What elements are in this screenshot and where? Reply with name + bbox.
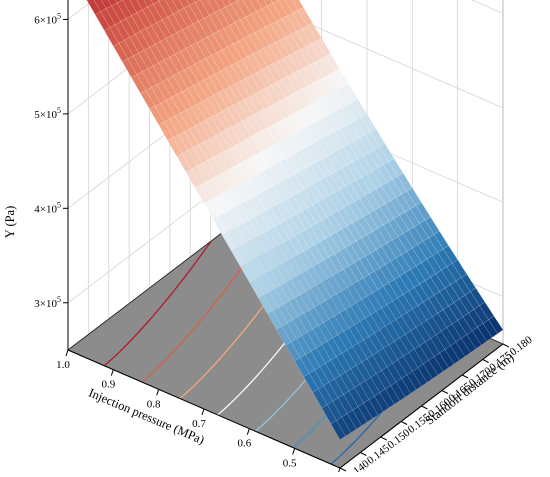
z-tick-label-1: 4×105 (34, 200, 61, 215)
y-tick-mark-2 (381, 437, 387, 440)
y-tick-mark-5 (442, 391, 448, 394)
x-tick-label-4: 0.6 (237, 438, 251, 450)
y-tick-mark-8 (503, 344, 509, 347)
y-tick-mark-0 (340, 468, 346, 471)
y-tick-mark-6 (462, 375, 468, 378)
y-tick-mark-1 (360, 453, 366, 456)
x-tick-mark-3 (202, 409, 204, 415)
z-tick-label-0: 3×105 (34, 295, 61, 310)
x-tick-label-5: 0.5 (283, 457, 297, 469)
x-tick-label-2: 0.8 (147, 398, 161, 410)
x-tick-mark-6 (338, 468, 340, 472)
z-axis-title: Y (Pa) (3, 206, 17, 239)
y-tick-mark-3 (401, 422, 407, 425)
x-tick-label-1: 0.9 (101, 379, 115, 391)
x-tick-label-0: 1.0 (56, 359, 70, 371)
y-tick-label-8: 0.180 (508, 334, 535, 359)
x-tick-mark-5 (293, 448, 295, 454)
y-tick-mark-4 (422, 406, 428, 409)
y-tick-mark-7 (483, 360, 489, 363)
z-tick-label-2: 5×105 (34, 106, 61, 121)
x-tick-mark-2 (157, 389, 159, 395)
z-tick-label-3: 6×105 (34, 11, 61, 26)
x-tick-mark-4 (247, 429, 249, 435)
x-tick-mark-1 (111, 370, 113, 376)
x-tick-mark-0 (66, 350, 68, 356)
